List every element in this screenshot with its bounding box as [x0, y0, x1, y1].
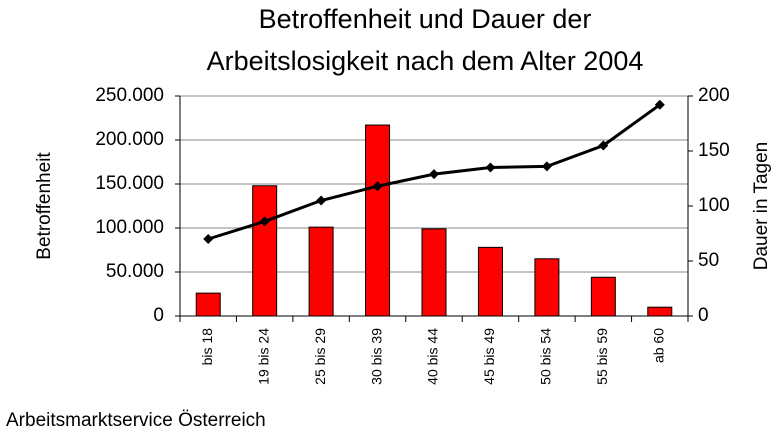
line-marker: [203, 234, 214, 244]
line-marker: [541, 161, 552, 172]
line-marker: [259, 216, 270, 227]
line-marker: [372, 181, 383, 192]
x-tick-label: 25 bis 29: [312, 328, 328, 385]
y2-axis-label: Dauer in Tagen: [751, 142, 772, 271]
bar: [308, 226, 334, 317]
line-marker: [429, 169, 439, 180]
x-tick-label: 19 bis 24: [255, 328, 271, 385]
chart-title: Arbeitslosigkeit nach dem Alter 2004: [207, 46, 644, 76]
x-tick-label: 50 bis 54: [538, 328, 554, 385]
x-tick-label: 55 bis 59: [594, 328, 610, 385]
bar: [365, 124, 391, 317]
x-tick-label: 45 bis 49: [481, 328, 497, 385]
y2-tick-label: 50: [698, 250, 719, 271]
y-tick-label: 250.000: [95, 85, 164, 106]
y-tick-label: 0: [153, 305, 164, 326]
bar: [477, 246, 503, 317]
line-marker: [316, 195, 327, 206]
y2-tick-label: 200: [698, 85, 730, 106]
x-tick-label: bis 18: [199, 328, 215, 366]
bar: [534, 258, 560, 317]
y-tick-label: 150.000: [95, 173, 164, 194]
y-tick-label: 100.000: [95, 217, 164, 238]
bar: [195, 292, 221, 317]
y2-tick-label: 0: [698, 305, 709, 326]
y-tick-label: 50.000: [106, 261, 164, 282]
bar: [421, 228, 447, 317]
y2-tick-label: 150: [698, 140, 730, 161]
x-tick-label: ab 60: [650, 328, 666, 363]
line-marker: [598, 140, 609, 151]
chart-title: Betroffenheit und Dauer der: [259, 4, 592, 34]
bar: [590, 276, 616, 317]
bar: [252, 185, 278, 317]
y-tick-label: 200.000: [95, 129, 164, 150]
line-marker: [654, 99, 665, 110]
y2-tick-label: 100: [698, 195, 730, 216]
source: Arbeitsmarktservice Österreich: [6, 410, 266, 431]
y-axis-label: Betroffenheit: [34, 152, 55, 260]
line-marker: [485, 162, 496, 173]
x-tick-label: 40 bis 44: [425, 328, 441, 385]
bar: [647, 306, 673, 317]
x-tick-label: 30 bis 39: [368, 328, 384, 385]
